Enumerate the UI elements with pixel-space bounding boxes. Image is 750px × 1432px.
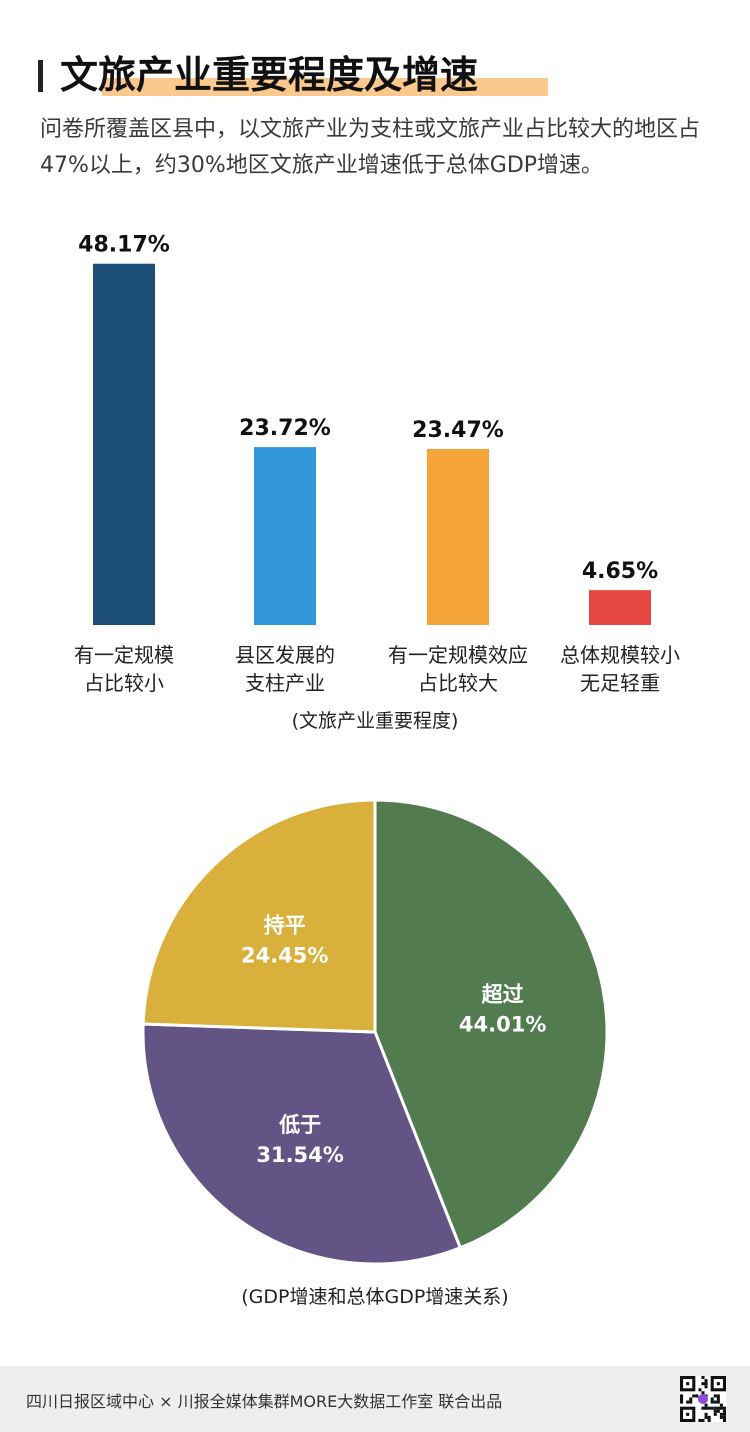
pie-slice-value-1: 44.01% <box>459 1013 546 1037</box>
bar-category-label-1-line-2: 占比较小 <box>84 671 164 695</box>
bar-2 <box>254 447 316 625</box>
pie-slice-label-2: 低于 <box>278 1113 321 1137</box>
bar-category-label-4-line-1: 总体规模较小 <box>560 643 680 667</box>
bar-category-label-2-line-1: 县区发展的 <box>235 643 335 667</box>
bar-chart-caption: (文旅产业重要程度) <box>291 710 459 732</box>
title-highlight <box>102 78 548 96</box>
pie-slice-3 <box>141 798 377 1034</box>
title-accent-bar <box>38 60 43 92</box>
bar-value-label-3: 23.47% <box>412 418 504 443</box>
pie-slice-label-1: 超过 <box>482 983 524 1007</box>
bar-4 <box>589 590 651 625</box>
bar-category-label-1-line-1: 有一定规模 <box>74 643 174 667</box>
bar-value-label-4: 4.65% <box>582 559 658 584</box>
bar-3 <box>427 448 489 625</box>
pie-slice-2 <box>141 1022 463 1266</box>
pie-chart-caption: (GDP增速和总体GDP增速关系) <box>241 1286 509 1308</box>
pie-slice-1 <box>373 798 609 1250</box>
growth-pie-chart: 超过 44.01% 低于 31.54% 持平 24.45% <box>141 798 609 1266</box>
footer: 四川日报区域中心 × 川报全媒体集群MORE大数据工作室 联合出品 <box>0 1366 750 1432</box>
bar-category-label-2-line-2: 支柱产业 <box>245 671 325 695</box>
pie-slice-value-2: 31.54% <box>256 1143 343 1167</box>
pie-slice-value-3: 24.45% <box>241 944 328 968</box>
bar-value-label-1: 48.17% <box>78 233 170 258</box>
title-block: 文旅产业重要程度及增速 <box>38 52 548 102</box>
footer-credit: 四川日报区域中心 × 川报全媒体集群MORE大数据工作室 联合出品 <box>26 1392 503 1411</box>
bar-value-label-2: 23.72% <box>239 416 331 441</box>
bar-1 <box>93 263 155 625</box>
page-title: 文旅产业重要程度及增速 <box>60 53 479 97</box>
bar-category-label-3-line-1: 有一定规模效应 <box>388 643 528 667</box>
pie-slice-label-3: 持平 <box>264 914 306 938</box>
bar-category-label-3-line-2: 占比较大 <box>418 671 498 695</box>
qr-code-icon[interactable] <box>680 1376 726 1422</box>
bar-category-label-4-line-2: 无足轻重 <box>580 671 660 695</box>
page-subtitle: 问卷所覆盖区县中，以文旅产业为支柱或文旅产业占比较大的地区占47%以上，约30%… <box>40 117 701 178</box>
